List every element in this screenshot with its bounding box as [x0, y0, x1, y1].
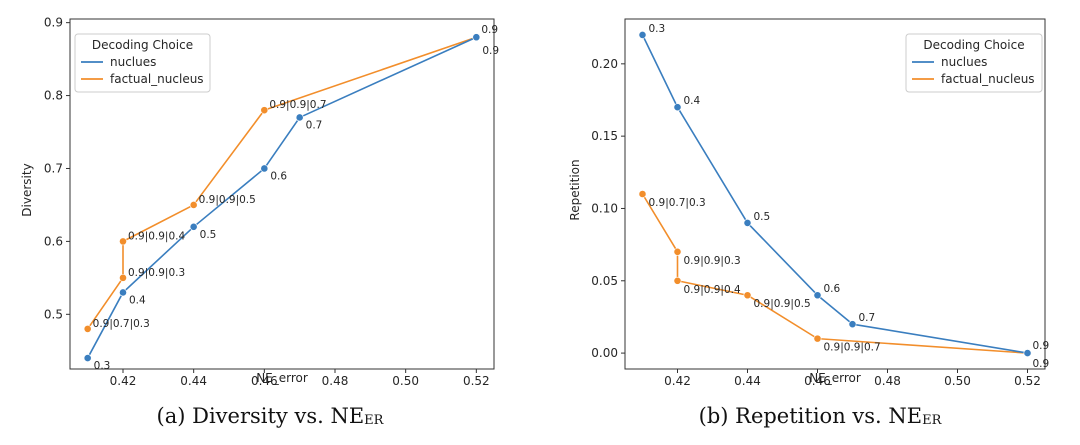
caption-diversity-text: (a) Diversity vs. NE [156, 404, 365, 428]
y-tick-label: 0.5 [44, 307, 63, 321]
data-label: 0.9|0.9|0.4 [684, 284, 741, 296]
data-point [260, 106, 269, 115]
data-point [848, 320, 857, 329]
data-label: 0.9|0.7|0.3 [649, 197, 706, 209]
data-point [813, 334, 822, 343]
data-point [1023, 349, 1032, 357]
x-tick-label: 0.42 [664, 374, 691, 388]
data-label: 0.9 [1033, 358, 1050, 370]
x-tick-label: 0.44 [180, 374, 207, 388]
x-tick-label: 0.48 [874, 374, 901, 388]
x-tick-label: 0.46 [804, 374, 831, 388]
data-label: 0.9|0.9|0.5 [199, 194, 256, 206]
data-label: 0.3 [649, 23, 666, 35]
caption-diversity: (a) Diversity vs. NEER [60, 404, 480, 428]
data-label: 0.9|0.9|0.7 [824, 342, 881, 354]
data-point [638, 190, 647, 198]
y-tick-label: 0.20 [591, 57, 618, 71]
caption-repetition-subscript: ER [922, 413, 942, 428]
caption-repetition-text: (b) Repetition vs. NE [698, 404, 923, 428]
data-label: 0.5 [754, 211, 771, 223]
series-line-factual-nucleus [641, 193, 1028, 354]
data-point [638, 31, 647, 39]
series-line-factual-nucleus [87, 36, 477, 330]
legend-entry: nuclues [110, 55, 156, 69]
x-tick-label: 0.52 [1014, 374, 1041, 388]
data-point [673, 103, 682, 112]
y-tick-label: 0.10 [591, 201, 618, 215]
x-tick-label: 0.50 [944, 374, 971, 388]
data-point [83, 324, 92, 333]
data-point [743, 219, 752, 227]
legend-title: Decoding Choice [923, 38, 1024, 52]
data-label: 0.9|0.9|0.7 [269, 99, 326, 111]
data-label: 0.9|0.9|0.3 [128, 267, 185, 279]
y-axis-label: Repetition [568, 159, 582, 220]
plot-frame [69, 18, 495, 370]
data-label: 0.6 [270, 170, 287, 182]
data-point [813, 291, 822, 300]
data-point [83, 354, 92, 362]
data-point [673, 247, 682, 256]
data-label: 0.4 [129, 294, 146, 306]
plot-frame [624, 18, 1046, 370]
data-point [260, 164, 269, 173]
y-tick-label: 0.15 [591, 129, 618, 143]
y-tick-label: 0.8 [44, 89, 63, 103]
data-label: 0.9 [482, 45, 499, 57]
data-label: 0.9|0.9|0.4 [128, 230, 185, 242]
data-point [119, 288, 127, 297]
data-label: 0.7 [306, 119, 323, 131]
panel-repetition-chart: 0.42 0.44 0.46 0.48 0.50 0.52 0.00 0.05 0.10 0.15… [568, 18, 1050, 388]
legend-title: Decoding Choice [92, 38, 193, 52]
data-point [743, 291, 752, 300]
data-point [189, 222, 198, 231]
data-label: 0.4 [684, 95, 701, 107]
panel-diversity-chart: 0.42 0.44 0.46 0.48 0.50 0.52 0.5 0.6 0.7 0.8 0.9 N… [20, 16, 499, 388]
data-label: 0.9 [1033, 340, 1050, 352]
legend-box [905, 33, 1043, 93]
caption-diversity-subscript: ER [364, 413, 384, 428]
legend-box [74, 33, 211, 93]
y-tick-label: 0.05 [591, 274, 618, 288]
legend-entry: factual_nucleus [110, 72, 204, 86]
caption-repetition: (b) Repetition vs. NEER [600, 404, 1040, 428]
x-tick-label: 0.44 [734, 374, 761, 388]
data-point [673, 276, 682, 285]
data-point [119, 237, 127, 246]
y-tick-label: 0.6 [44, 234, 63, 248]
data-label: 0.9 [481, 24, 498, 36]
data-point [119, 273, 127, 282]
data-point [472, 33, 481, 42]
x-tick-label: 0.48 [322, 374, 349, 388]
legend-entry: nuclues [941, 55, 987, 69]
data-label: 0.6 [824, 283, 841, 295]
x-axis-label: NE_error [809, 371, 861, 385]
data-label: 0.7 [859, 312, 876, 324]
data-label: 0.9|0.9|0.3 [684, 255, 741, 267]
x-tick-label: 0.50 [392, 374, 419, 388]
data-label: 0.3 [94, 360, 111, 372]
data-point [189, 201, 198, 209]
series-line-nuclues [641, 34, 1028, 354]
y-tick-label: 0.7 [44, 161, 63, 175]
legend-entry: factual_nucleus [941, 72, 1035, 86]
data-label: 0.9|0.9|0.5 [754, 298, 811, 310]
x-tick-label: 0.42 [110, 374, 137, 388]
data-point [295, 113, 304, 122]
data-label: 0.5 [200, 229, 217, 241]
x-axis-label: NE_error [256, 371, 308, 385]
series-line-nuclues [86, 36, 477, 359]
y-axis-label: Diversity [20, 163, 34, 216]
x-tick-label: 0.46 [251, 374, 278, 388]
y-tick-label: 0.9 [44, 16, 63, 30]
y-tick-label: 0.00 [591, 346, 618, 360]
data-label: 0.9|0.7|0.3 [93, 318, 150, 330]
x-tick-label: 0.52 [463, 374, 490, 388]
